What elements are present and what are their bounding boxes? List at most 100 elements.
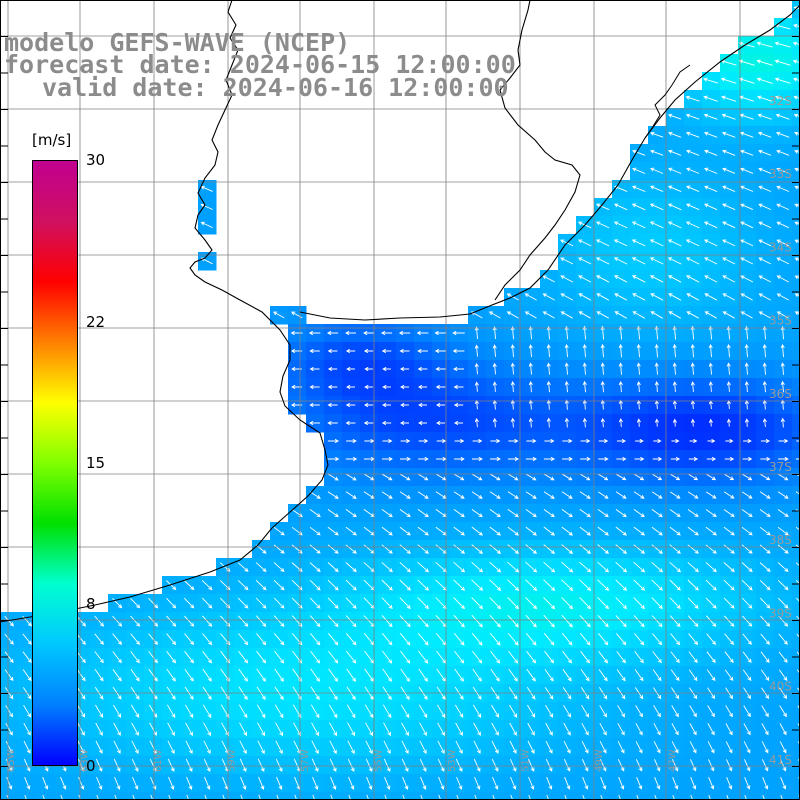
wind-arrow — [615, 544, 628, 555]
wind-arrow — [777, 597, 789, 609]
wind-arrow — [381, 509, 393, 518]
wind-arrow — [704, 293, 718, 301]
wind-arrow — [525, 597, 538, 610]
wind-arrow — [758, 257, 772, 265]
wind-arrow — [42, 776, 49, 790]
wind-arrow — [237, 580, 249, 591]
latitude-label: 34S — [769, 240, 792, 254]
wind-arrow — [759, 597, 771, 609]
wind-arrow — [632, 293, 646, 301]
wind-arrow — [596, 311, 610, 319]
wind-arrow — [722, 167, 736, 174]
wind-arrow — [777, 526, 789, 536]
wind-arrow — [633, 544, 646, 554]
wind-arrow — [417, 544, 429, 554]
wind-arrow — [777, 580, 789, 591]
wind-speed-cell — [792, 288, 800, 307]
wind-arrow — [507, 491, 519, 499]
wind-arrow — [742, 669, 752, 682]
wind-arrow — [615, 615, 627, 628]
wind-arrow — [563, 758, 571, 772]
wind-arrow — [760, 651, 770, 663]
wind-arrow — [166, 651, 176, 664]
wind-arrow — [382, 704, 392, 719]
wind-arrow — [794, 293, 800, 298]
wind-arrow — [417, 491, 429, 499]
wind-arrow — [726, 381, 731, 392]
wind-arrow — [649, 239, 664, 247]
wind-speed-cell — [216, 792, 235, 800]
wind-arrow — [345, 597, 357, 609]
wind-arrow — [669, 561, 682, 573]
wind-arrow — [581, 740, 589, 754]
wind-arrow — [581, 704, 589, 718]
wind-arrow — [671, 759, 679, 772]
wind-arrow — [742, 615, 753, 627]
wind-arrow — [669, 491, 681, 499]
wind-arrow — [702, 77, 719, 84]
wind-arrow — [492, 776, 499, 790]
wind-arrow — [381, 544, 393, 554]
wind-arrow — [510, 362, 515, 375]
wind-arrow — [703, 131, 718, 138]
wind-arrow — [706, 651, 716, 664]
wind-arrow — [346, 384, 355, 390]
wind-arrow — [596, 275, 610, 283]
wind-arrow — [345, 526, 357, 536]
wind-arrow — [131, 758, 139, 772]
wind-arrow — [742, 456, 753, 462]
wind-arrow — [327, 597, 339, 609]
wind-arrow — [741, 491, 753, 499]
wind-arrow — [762, 418, 767, 428]
wind-arrow — [761, 741, 769, 754]
wind-arrow — [525, 456, 538, 462]
wind-arrow — [543, 561, 556, 573]
wind-arrow — [598, 651, 608, 664]
wind-arrow — [528, 362, 533, 375]
wind-arrow — [724, 633, 735, 646]
wind-arrow — [148, 668, 158, 682]
wind-arrow — [488, 311, 501, 319]
wind-arrow — [95, 704, 104, 718]
wind-arrow — [632, 311, 646, 319]
wind-arrow — [239, 722, 247, 737]
wind-arrow — [436, 668, 446, 682]
wind-arrow — [760, 456, 771, 462]
wind-arrow — [311, 722, 319, 737]
wind-arrow — [564, 417, 569, 428]
wind-arrow — [112, 615, 123, 627]
wind-arrow — [578, 293, 592, 301]
wind-arrow — [528, 399, 533, 410]
wind-arrow — [740, 311, 753, 319]
wind-arrow — [579, 526, 591, 536]
wind-arrow — [186, 794, 190, 800]
wind-arrow — [526, 668, 536, 682]
wind-arrow — [649, 221, 664, 229]
wind-arrow — [345, 330, 356, 336]
wind-arrow — [400, 384, 409, 390]
wind-arrow — [399, 597, 411, 610]
wind-arrow — [166, 597, 177, 609]
wind-arrow — [348, 776, 355, 790]
latitude-label: 33S — [769, 167, 792, 181]
wind-arrow — [776, 275, 789, 283]
wind-arrow — [400, 402, 409, 408]
wind-arrow — [777, 509, 789, 518]
wind-arrow — [653, 705, 661, 718]
wind-arrow — [327, 562, 339, 573]
wind-speed-cell — [792, 198, 800, 217]
colorbar-tick-label: 15 — [86, 454, 106, 472]
wind-arrow — [740, 167, 754, 174]
wind-arrow — [94, 633, 104, 645]
wind-arrow — [490, 456, 501, 462]
wind-arrow — [672, 418, 677, 427]
wind-arrow — [597, 509, 609, 518]
wind-arrow — [309, 509, 321, 518]
wind-arrow — [345, 473, 357, 481]
wind-arrow — [294, 794, 298, 800]
wind-arrow — [722, 221, 736, 229]
wind-arrow — [238, 650, 249, 664]
wind-arrow — [381, 491, 393, 499]
wind-arrow — [345, 456, 358, 462]
wind-arrow — [721, 95, 737, 102]
